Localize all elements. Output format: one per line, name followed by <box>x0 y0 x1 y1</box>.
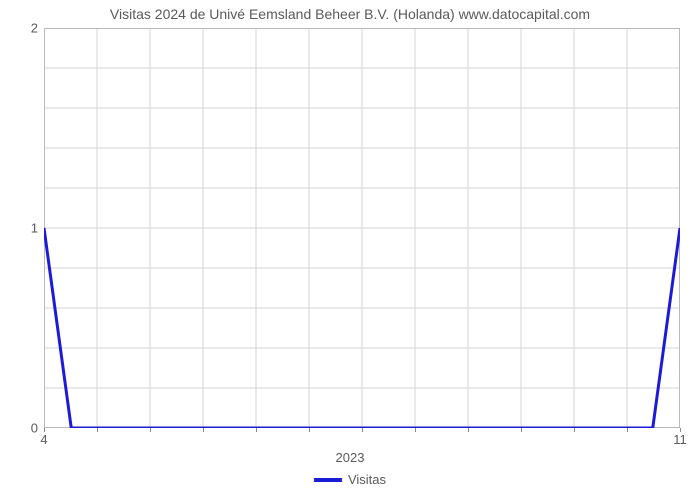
x-minor-tick <box>203 428 204 432</box>
chart-title: Visitas 2024 de Univé Eemsland Beheer B.… <box>0 6 700 22</box>
legend: Visitas <box>0 472 700 487</box>
y-tick-label: 2 <box>31 21 38 36</box>
x-minor-tick <box>468 428 469 432</box>
x-minor-tick <box>680 428 681 432</box>
x-minor-tick <box>97 428 98 432</box>
x-minor-tick <box>150 428 151 432</box>
x-tick-label: 11 <box>673 432 687 447</box>
x-minor-tick <box>574 428 575 432</box>
x-minor-tick <box>362 428 363 432</box>
legend-swatch <box>314 478 342 482</box>
legend-label: Visitas <box>348 472 386 487</box>
x-tick-label: 4 <box>40 432 47 447</box>
x-minor-tick <box>256 428 257 432</box>
chart-container: Visitas 2024 de Univé Eemsland Beheer B.… <box>0 0 700 500</box>
y-tick-label: 1 <box>31 221 38 236</box>
y-tick-label: 0 <box>31 421 38 436</box>
x-minor-tick <box>521 428 522 432</box>
x-minor-tick <box>309 428 310 432</box>
x-axis-label: 2023 <box>0 450 700 465</box>
x-minor-tick <box>415 428 416 432</box>
plot-area <box>44 28 680 428</box>
x-minor-tick <box>627 428 628 432</box>
x-minor-tick <box>44 428 45 432</box>
